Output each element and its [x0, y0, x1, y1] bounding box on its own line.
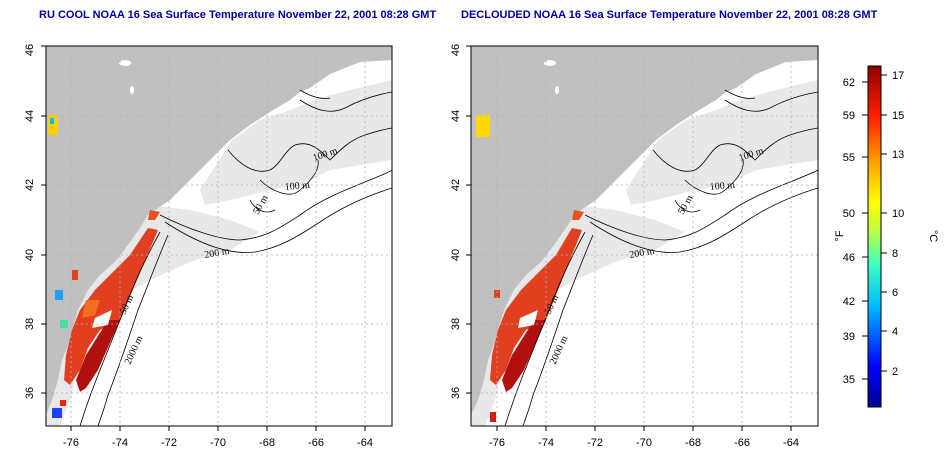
contour-label: 200 m — [204, 246, 231, 261]
colorbar-f-label: 39 — [843, 331, 855, 343]
lat-tick-label: 42 — [450, 179, 462, 191]
colorbar-f-label: 46 — [843, 252, 855, 264]
colorbar-c-label: 17 — [892, 70, 904, 82]
sst-patch — [48, 115, 58, 135]
colorbar-c-label: 10 — [892, 208, 904, 220]
gridlines — [46, 46, 392, 426]
colorbar-f-label: 59 — [843, 110, 855, 122]
colorbar-c-label: 4 — [892, 326, 898, 338]
bathymetry-contours — [79, 89, 392, 426]
sst-swath — [490, 228, 582, 385]
lat-tick-label: 38 — [450, 318, 462, 330]
sst-swath — [82, 300, 100, 318]
sst-swath — [502, 320, 546, 392]
lake — [119, 60, 131, 66]
lat-tick-label: 46 — [24, 44, 36, 56]
left-map-panel: 100 m 100 m 50 m 200 m 50 m 2000 m — [24, 44, 393, 449]
sst-swath — [92, 310, 112, 328]
lat-tick-label: 38 — [24, 318, 36, 330]
sst-patch — [55, 290, 63, 300]
lon-tick-label: -64 — [357, 437, 373, 449]
lon-tick-label: -74 — [112, 437, 128, 449]
colorbar-f-label: 55 — [843, 152, 855, 164]
sst-patch — [52, 408, 62, 418]
land-mass — [471, 46, 818, 415]
lat-tick-label: 36 — [24, 387, 36, 399]
sst-patch — [60, 400, 66, 406]
lon-tick-label: -68 — [685, 437, 701, 449]
sst-patch — [572, 210, 584, 220]
colorbar-c-label: 15 — [892, 110, 904, 122]
right-panel-title: DECLOUDED NOAA 16 Sea Surface Temperatur… — [461, 9, 878, 21]
sst-swath — [64, 228, 158, 385]
contour-label: 200 m — [629, 246, 656, 261]
lat-tick-label: 40 — [450, 249, 462, 261]
lat-tick-label: 36 — [450, 387, 462, 399]
shelf-area — [200, 80, 392, 205]
colorbar-c-label: 2 — [892, 366, 898, 378]
lon-tick-label: -76 — [63, 437, 79, 449]
colorbar-f-label: 42 — [843, 296, 855, 308]
lon-tick-label: -66 — [734, 437, 750, 449]
sst-patch — [72, 270, 78, 280]
gridlines — [471, 46, 818, 426]
sst-patch — [476, 115, 490, 137]
colorbar-celsius-unit: °C — [927, 230, 939, 242]
land-mass — [46, 46, 392, 415]
colorbar: 62 59 55 50 46 42 39 35 17 15 13 10 8 6 … — [834, 65, 939, 408]
right-map-panel: 100 m 100 m 50 m 200 m 50 m 2000 m — [450, 44, 819, 449]
lat-tick-label: 44 — [24, 110, 36, 122]
lon-tick-label: -72 — [161, 437, 177, 449]
sst-patch — [148, 210, 160, 220]
lake — [130, 86, 134, 94]
lon-tick-label: -64 — [783, 437, 799, 449]
axis-ticks — [41, 45, 366, 431]
lon-tick-label: -72 — [587, 437, 603, 449]
colorbar-f-label: 50 — [843, 208, 855, 220]
lon-tick-label: -74 — [538, 437, 554, 449]
colorbar-f-label: 62 — [843, 77, 855, 89]
left-panel-title: RU COOL NOAA 16 Sea Surface Temperature … — [39, 9, 437, 21]
lon-tick-label: -66 — [308, 437, 324, 449]
lon-tick-label: -68 — [259, 437, 275, 449]
sst-swath — [76, 320, 120, 392]
sst-patch — [60, 320, 68, 328]
lat-tick-label: 44 — [450, 110, 462, 122]
colorbar-c-label: 8 — [892, 248, 898, 260]
colorbar-fahrenheit-unit: °F — [834, 230, 846, 241]
sst-patch — [494, 290, 500, 298]
lake — [555, 86, 559, 94]
contour-label: 100 m — [709, 180, 735, 193]
bathymetry-contours — [504, 89, 818, 426]
lon-tick-label: -70 — [210, 437, 226, 449]
colorbar-gradient — [867, 65, 882, 408]
lon-tick-label: -70 — [636, 437, 652, 449]
lat-tick-label: 46 — [450, 44, 462, 56]
sst-swath — [518, 310, 538, 328]
lake — [544, 60, 556, 66]
axis-ticks — [466, 45, 792, 431]
plot-frame — [45, 45, 393, 427]
sst-patch — [50, 118, 54, 124]
contour-label: 100 m — [284, 180, 310, 193]
colorbar-c-label: 13 — [892, 149, 904, 161]
lat-tick-label: 42 — [24, 179, 36, 191]
sst-patch — [490, 412, 496, 422]
lon-tick-label: -76 — [489, 437, 505, 449]
lat-tick-label: 40 — [24, 249, 36, 261]
colorbar-c-label: 6 — [892, 287, 898, 299]
colorbar-f-label: 35 — [843, 374, 855, 386]
shelf-area — [626, 80, 818, 205]
colorbar-ticks — [862, 74, 887, 380]
